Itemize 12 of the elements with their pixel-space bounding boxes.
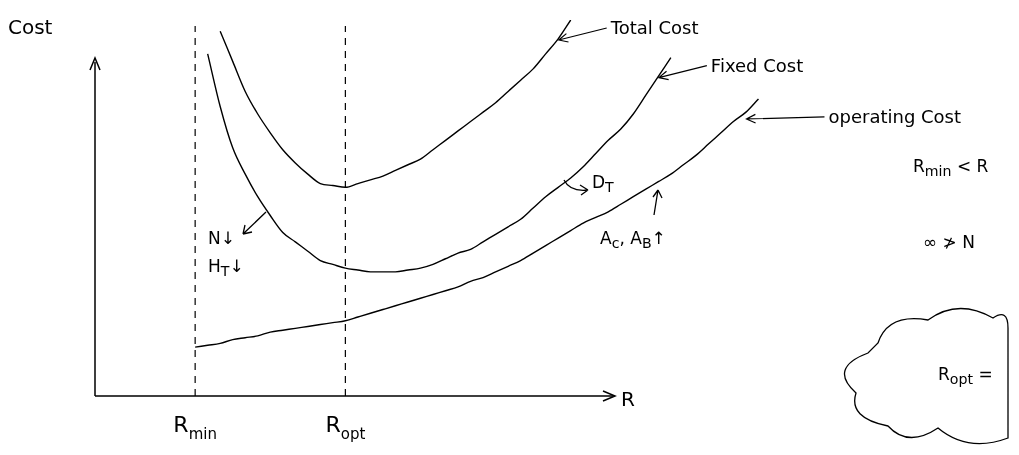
text: ∞ ≯ N (923, 232, 975, 252)
text: R$_{min}$ < R (913, 156, 989, 180)
annotation: H$_{T}$↓ (208, 256, 244, 280)
annotation: N↓ (208, 228, 235, 248)
annotation: A$_{c}$, A$_{B}$↑ (600, 228, 666, 252)
y-axis-title: Cost (8, 15, 53, 39)
legend-label: Total Cost (609, 17, 699, 38)
annotation: D$_{T}$ (592, 172, 614, 196)
legend-label: operating Cost (828, 105, 962, 127)
x-axis-title: R (621, 387, 635, 411)
text: R$_{opt}$ = (938, 364, 993, 388)
legend-label: Fixed Cost (710, 54, 804, 76)
